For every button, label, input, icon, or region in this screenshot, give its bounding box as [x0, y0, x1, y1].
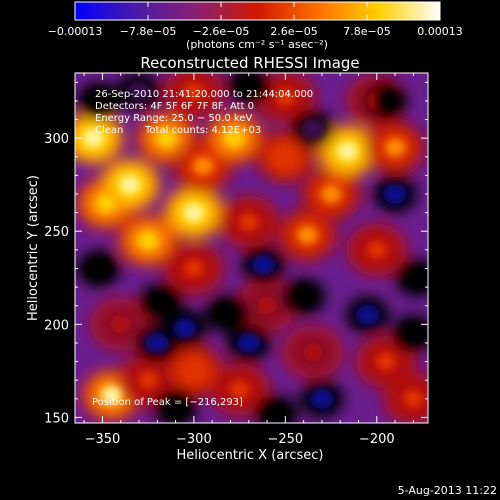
heatmap-blob-core — [110, 315, 131, 334]
heatmap-blob-core — [138, 371, 159, 390]
heatmap-blob-core — [405, 267, 428, 288]
colorbar-tick-label: −2.6e−05 — [193, 25, 250, 38]
heatmap-blob-core — [86, 90, 111, 111]
y-tick-label: 200 — [44, 318, 69, 333]
plot-area: −350 −300 −250 −200 150 200 250 300 — [44, 72, 429, 447]
heatmap-blob-core — [403, 389, 424, 408]
heatmap-blob-core — [291, 286, 316, 307]
heatmap-blob-core — [145, 332, 170, 353]
colorbar-ticks: −0.00013 −7.8e−05 −2.6e−05 2.6e−05 7.8e−05 0.… — [48, 2, 463, 38]
heatmap-blob-core — [193, 157, 214, 176]
colorbar: −0.00013 −7.8e−05 −2.6e−05 2.6e−05 7.8e−05 0.… — [48, 1, 463, 51]
annotation-method: Clean — [95, 125, 123, 136]
heatmap-image — [75, 73, 428, 423]
plot-frame — [74, 72, 429, 424]
heatmap-blob-core — [373, 90, 398, 111]
heatmap-blob-core — [236, 332, 261, 353]
heatmap-blob-core — [183, 361, 204, 380]
heatmap-blob-core — [238, 212, 259, 231]
colorbar-gradient — [74, 1, 441, 21]
heatmap-blob-core — [337, 142, 358, 161]
y-tick-label: 150 — [44, 411, 69, 426]
x-tick-label: −350 — [85, 432, 121, 447]
heatmap-blob-core — [300, 118, 325, 139]
heatmap-cores — [83, 76, 428, 423]
x-tick-label: −250 — [267, 432, 303, 447]
x-axis-ticks: −350 −300 −250 −200 — [83, 73, 414, 447]
annotation-detectors: Detectors: 4F 5F 6F 7F 8F, Att 0 — [95, 101, 254, 112]
heatmap-blob-core — [264, 403, 289, 423]
heatmap-blob-core — [183, 259, 204, 278]
heatmap-blob-core — [385, 138, 406, 157]
heatmap-blob-core — [214, 303, 239, 324]
x-axis-title: Heliocentric X (arcsec) — [177, 448, 324, 463]
heatmap-blob-core — [119, 175, 140, 194]
heatmap-blob-core — [83, 129, 104, 148]
heatmap-blob-core — [401, 323, 426, 344]
heatmap-blob-core — [101, 386, 122, 405]
heatmap-blob-core — [163, 398, 188, 419]
y-axis-ticks: 150 200 250 300 — [44, 81, 428, 426]
heatmap-blob-core — [251, 254, 276, 275]
heatmap-blob-core — [224, 129, 245, 148]
heatmap-blob-core — [375, 352, 396, 371]
heatmap-blob-core — [383, 184, 408, 205]
heatmap-blob-core — [229, 380, 250, 399]
footer-timestamp: 5-Aug-2013 11:22 — [398, 484, 497, 497]
heatmap-blob-core — [236, 76, 261, 97]
y-axis-title: Heliocentric Y (arcsec) — [26, 175, 41, 321]
colorbar-units-label: (photons cm⁻² s⁻¹ asec⁻²) — [186, 38, 328, 51]
heatmap-blob-core — [297, 225, 318, 244]
annotation-time-range: 26-Sep-2010 21:41:20.000 to 21:44:04.000 — [95, 89, 313, 100]
heatmap-blob-core — [138, 231, 159, 250]
x-tick-label: −300 — [176, 432, 212, 447]
colorbar-tick-label: 7.8e−05 — [343, 25, 390, 38]
heatmap-blob-core — [96, 194, 117, 213]
heatmap-blob-core — [275, 147, 296, 166]
heatmap-blob-core — [183, 203, 204, 222]
heatmap-blob-core — [127, 81, 152, 102]
heatmap-blob-core — [309, 388, 334, 409]
heatmap-blob-core — [321, 185, 342, 204]
heatmap-blob-core — [156, 129, 177, 148]
heatmap-blob-core — [86, 258, 111, 279]
heatmap-blob-core — [148, 291, 173, 312]
heatmap-blob-core — [302, 343, 323, 362]
colorbar-tick-label: −7.8e−05 — [120, 25, 177, 38]
annotation-energy-range: Energy Range: 25.0 − 50.0 keV — [95, 113, 252, 124]
colorbar-tick-label: 2.6e−05 — [270, 25, 317, 38]
heatmap-blob-core — [257, 296, 278, 315]
info-annotations: 26-Sep-2010 21:41:20.000 to 21:44:04.000… — [92, 89, 313, 408]
heatmap-blob-core — [366, 240, 387, 259]
heatmap-blob-core — [183, 82, 204, 101]
heatmap-blob-core — [355, 305, 380, 326]
x-tick-label: −200 — [359, 432, 395, 447]
colorbar-tick-label: −0.00013 — [48, 25, 103, 38]
y-tick-label: 300 — [44, 132, 69, 147]
heatmap-blob-core — [172, 318, 197, 339]
annotation-peak-position: Position of Peak = [−216,293] — [92, 397, 243, 408]
chart-title: Reconstructed RHESSI Image — [140, 54, 359, 72]
colorbar-tick-label: 0.00013 — [417, 25, 463, 38]
heatmap-blob-core — [275, 88, 296, 107]
annotation-total-counts: Total counts: 4.12E+03 — [144, 125, 261, 136]
y-tick-label: 250 — [44, 225, 69, 240]
